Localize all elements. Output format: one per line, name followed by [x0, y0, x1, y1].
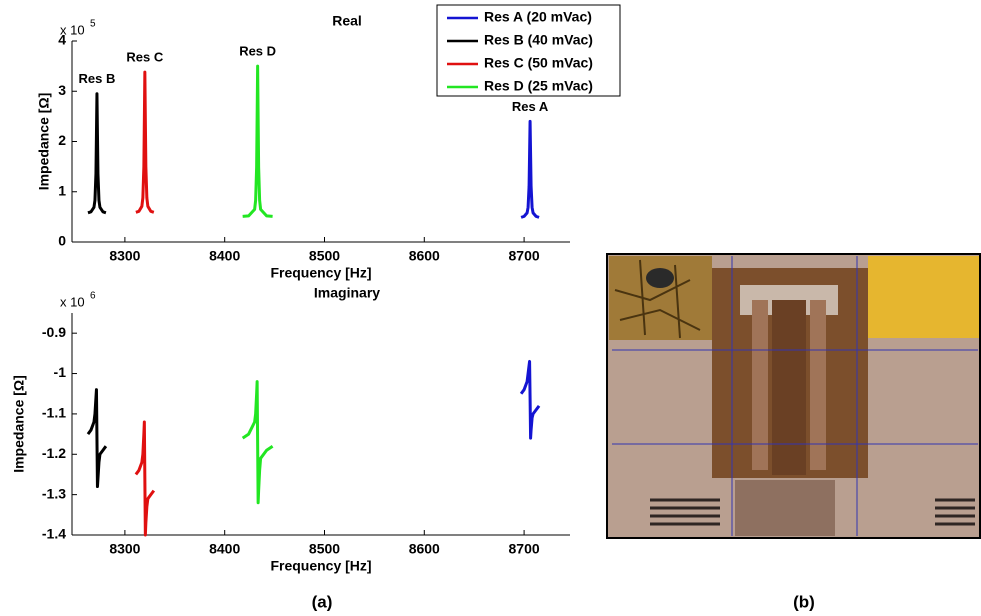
y-tick-label: -1.1 — [42, 405, 66, 421]
x-tick-label: 8600 — [409, 541, 440, 557]
peak-label: Res C — [126, 50, 163, 65]
y-tick-label: -0.9 — [42, 324, 66, 340]
legend-label: Res B (40 mVac) — [484, 32, 593, 48]
peak-label: Res A — [512, 99, 549, 114]
y-tick-label: -1.4 — [42, 526, 66, 542]
series-line — [86, 388, 108, 489]
x-tick-label: 8400 — [209, 248, 240, 264]
caption: (b) — [793, 592, 815, 611]
peak-label: Res D — [239, 44, 276, 59]
x-axis-label: Frequency [Hz] — [270, 558, 371, 574]
y-tick-label: 4 — [58, 32, 66, 48]
series-line — [519, 359, 541, 440]
x-tick-label: 8700 — [509, 248, 540, 264]
series-line — [135, 70, 155, 214]
legend-label: Res D (25 mVac) — [484, 78, 593, 94]
x-tick-label: 8300 — [109, 541, 140, 557]
y-tick-label: 3 — [58, 82, 66, 98]
legend-label: Res C (50 mVac) — [484, 55, 593, 71]
caption: (a) — [312, 592, 333, 611]
x-tick-label: 8500 — [309, 248, 340, 264]
y-tick-label: -1 — [54, 364, 67, 380]
chart-title: Real — [332, 13, 362, 29]
y-tick-label: 0 — [58, 233, 66, 249]
micrograph — [606, 253, 981, 539]
x-tick-label: 8500 — [309, 541, 340, 557]
x-tick-label: 8300 — [109, 248, 140, 264]
series-line — [241, 380, 274, 505]
y-tick-label: -1.3 — [42, 485, 66, 501]
series-line — [134, 420, 156, 537]
y-multiplier: x 10 — [60, 294, 85, 309]
x-tick-label: 8400 — [209, 541, 240, 557]
y-axis-label: Impedance [Ω] — [11, 375, 27, 473]
peak-label: Res B — [79, 71, 116, 86]
x-axis-label: Frequency [Hz] — [270, 265, 371, 281]
y-tick-label: 1 — [58, 182, 66, 198]
y-multiplier: x 10 — [60, 22, 85, 37]
legend-box — [436, 4, 621, 97]
series-line — [87, 92, 107, 215]
y-exponent: 5 — [90, 19, 96, 30]
y-tick-label: 2 — [58, 132, 66, 148]
x-tick-label: 8600 — [409, 248, 440, 264]
series-line — [242, 64, 273, 218]
y-axis-label: Impedance [Ω] — [36, 93, 52, 191]
chart-title: Imaginary — [314, 285, 380, 301]
series-line — [520, 119, 540, 219]
y-tick-label: -1.2 — [42, 445, 66, 461]
y-exponent: 6 — [90, 291, 96, 302]
x-tick-label: 8700 — [509, 541, 540, 557]
legend-label: Res A (20 mVac) — [484, 9, 592, 25]
